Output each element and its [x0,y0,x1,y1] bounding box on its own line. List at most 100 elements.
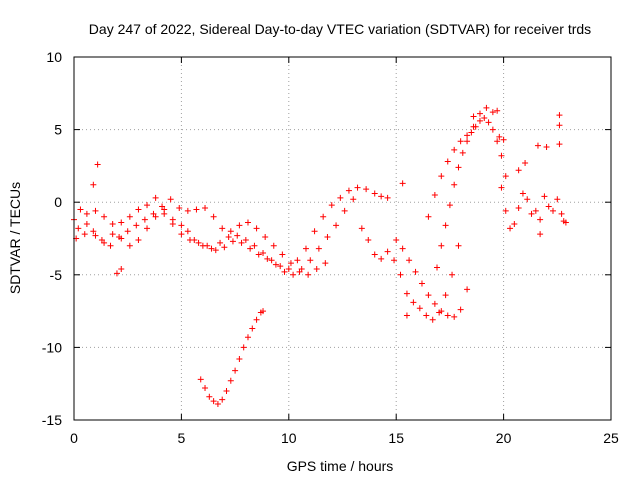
y-axis-label: SDTVAR / TECUs [7,182,23,294]
data-point [455,164,462,171]
data-point [328,202,335,209]
data-point [545,203,552,210]
data-point [118,265,125,272]
y-tick-label: 5 [54,122,62,138]
data-point [242,236,249,243]
data-point [272,261,279,268]
series-scattered-outliers [90,107,567,319]
series-rise-track [434,114,505,271]
data-point [468,129,475,136]
data-point [236,222,243,229]
data-point [524,196,531,203]
data-point [101,213,108,220]
data-point [240,344,247,351]
data-point [186,236,193,243]
data-point [451,146,458,153]
chart-title: Day 247 of 2022, Sidereal Day-to-day VTE… [89,21,591,37]
data-point [416,305,423,312]
data-point [354,184,361,191]
data-point [423,312,430,319]
data-point [444,158,451,165]
data-point [92,232,99,239]
data-point [313,265,320,272]
data-point [251,242,258,249]
data-point [144,225,151,232]
data-point [438,173,445,180]
y-tick-label: 0 [54,194,62,210]
data-point [232,367,239,374]
data-point [451,313,458,320]
data-point [262,234,269,241]
data-point [350,196,357,203]
data-point [481,114,488,121]
data-point [519,190,526,197]
data-point [418,280,425,287]
x-tick-labels: 0 5 10 15 20 25 [70,430,619,446]
data-point [371,251,378,258]
data-point [109,220,116,227]
data-point [449,271,456,278]
data-point [279,251,286,258]
data-point [238,239,245,246]
x-axis-label: GPS time / hours [287,458,394,474]
data-point [219,396,226,403]
data-point [90,228,97,235]
data-point [457,138,464,145]
data-point [244,334,251,341]
data-point [161,210,168,217]
data-point [502,207,509,214]
data-point [113,270,120,277]
data-point [515,167,522,174]
data-point [311,228,318,235]
data-point [476,110,483,117]
data-point [90,181,97,188]
data-point [287,260,294,267]
series-late-track [498,184,569,232]
data-point [403,312,410,319]
data-point [184,207,191,214]
data-point [384,194,391,201]
data-point [489,109,496,116]
tick-marks [73,56,612,421]
data-point [442,222,449,229]
data-point [210,213,217,220]
data-point [425,213,432,220]
x-tick-label: 5 [178,430,186,446]
data-point [550,207,557,214]
data-points [71,104,569,408]
data-point [169,220,176,227]
data-point [502,173,509,180]
series-rise-track-2 [425,104,509,220]
data-point [184,228,191,235]
data-point [333,222,340,229]
data-point [135,236,142,243]
data-point [268,257,275,264]
series-low-track [197,308,267,408]
data-point [81,231,88,238]
data-point [457,306,464,313]
data-point [144,202,151,209]
data-point [391,257,398,264]
data-point [442,292,449,299]
data-point [483,104,490,111]
series-dip-track [358,225,462,323]
series-main-track-B [75,196,357,278]
data-point [178,222,185,229]
data-point [202,205,209,212]
data-point [210,398,217,405]
data-point [541,193,548,200]
data-point [337,194,344,201]
data-point [489,126,496,133]
data-point [434,264,441,271]
data-point [255,251,262,258]
data-point [378,193,385,200]
data-point [193,206,200,213]
data-point [305,271,312,278]
data-point [75,225,82,232]
data-point [133,222,140,229]
x-tick-label: 25 [603,430,619,446]
data-point [98,236,105,243]
data-point [560,218,567,225]
data-point [264,255,271,262]
